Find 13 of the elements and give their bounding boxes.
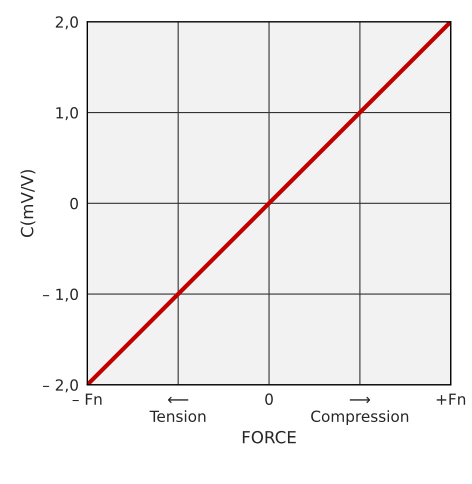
x-tick-label: ⟶ Compression	[311, 396, 408, 426]
x-tick-label: +Fn	[436, 394, 466, 405]
line-series	[87, 22, 451, 385]
x-tick-label: ⟵ Tension	[150, 396, 206, 422]
y-tick-label: – 2,0	[42, 379, 78, 392]
y-tick-label: 0	[70, 198, 78, 210]
x-axis-title: FORCE	[242, 430, 296, 444]
x-tick-label: 0	[265, 393, 273, 405]
x-tick-label: – Fn	[72, 394, 102, 405]
y-tick-label: 2,0	[56, 16, 78, 30]
y-axis-title: C(mV/V)	[20, 170, 36, 237]
y-tick-label: – 1,0	[42, 288, 78, 302]
y-tick-label: 1,0	[56, 106, 78, 120]
